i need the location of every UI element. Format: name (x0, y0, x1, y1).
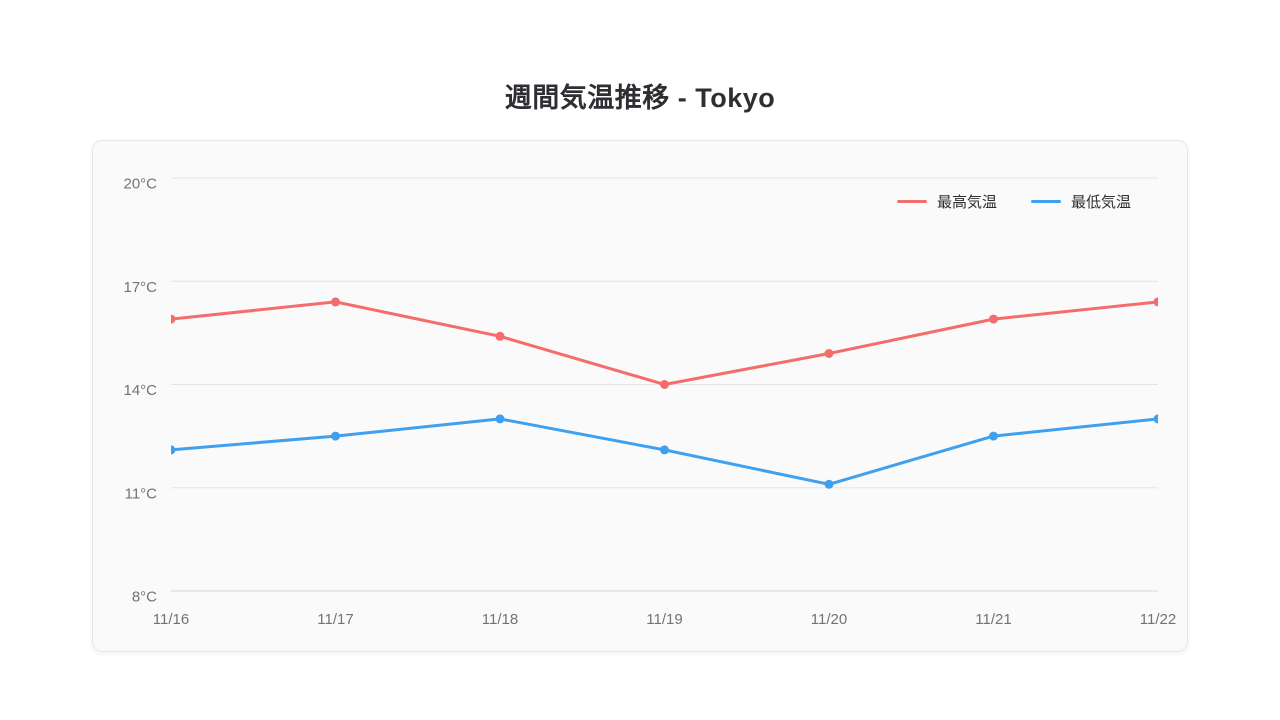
high-temp-point[interactable] (331, 297, 340, 307)
low-temp-point[interactable] (1153, 414, 1163, 424)
y-tick-label: 11°C (125, 485, 158, 502)
x-tick-label: 11/17 (317, 611, 353, 628)
high-temp-point[interactable] (660, 380, 669, 389)
high-temp-point[interactable] (167, 314, 176, 324)
y-tick-label: 20°C (123, 176, 157, 193)
y-tick-label: 14°C (123, 382, 157, 399)
low-temp-point[interactable] (167, 445, 176, 455)
x-tick-label: 11/22 (1140, 611, 1176, 628)
series-high-temp-line (171, 300, 1158, 386)
low-temp-point[interactable] (495, 414, 505, 424)
x-tick-label: 11/19 (646, 611, 682, 628)
y-axis-grid: 20°C 17°C 14°C 11°C 8°C (123, 176, 1158, 606)
legend-line-icon (1030, 200, 1061, 203)
x-tick-label: 11/18 (482, 611, 518, 628)
y-tick-label: 8°C (132, 589, 157, 606)
temperature-chart: 20°C17°C14°C11°C8°C11/16 11/17 11/18 11/19 1… (123, 176, 1176, 629)
low-temp-point[interactable] (989, 431, 998, 441)
low-temp-point[interactable] (824, 479, 834, 489)
chart-card: 20°C 17°C 14°C 11°C 8°C 11/16 11/17 11/18 11/19 1… (92, 140, 1188, 652)
x-axis-labels: 11/16 11/17 11/18 11/19 11/20 11/21 11/22 (153, 611, 1176, 628)
x-tick-label: 11/21 (975, 611, 1011, 628)
series-low-temp (167, 414, 1163, 489)
y-tick-label: 17°C (123, 279, 157, 296)
x-tick-label: 11/16 (153, 611, 189, 628)
high-temp-point[interactable] (495, 331, 505, 341)
series-high-temp (167, 297, 1163, 389)
high-temp-point[interactable] (1153, 297, 1163, 307)
low-temp-point[interactable] (660, 445, 669, 455)
high-temp-point[interactable] (989, 314, 998, 324)
legend-line-icon (896, 200, 927, 203)
legend-item-low-temp[interactable]: 最低気温 (1030, 191, 1131, 212)
x-tick-label: 11/20 (811, 611, 847, 628)
legend-label: 最低気温 (1070, 194, 1131, 211)
low-temp-point[interactable] (331, 431, 340, 441)
page-title: 週間気温推移 - Tokyo (504, 83, 776, 113)
legend-item-high-temp[interactable]: 最高気温 (896, 191, 997, 212)
high-temp-point[interactable] (824, 349, 834, 358)
chart-legend: 最高気温 最低気温 (896, 191, 1131, 212)
legend-label: 最高気温 (936, 194, 997, 211)
